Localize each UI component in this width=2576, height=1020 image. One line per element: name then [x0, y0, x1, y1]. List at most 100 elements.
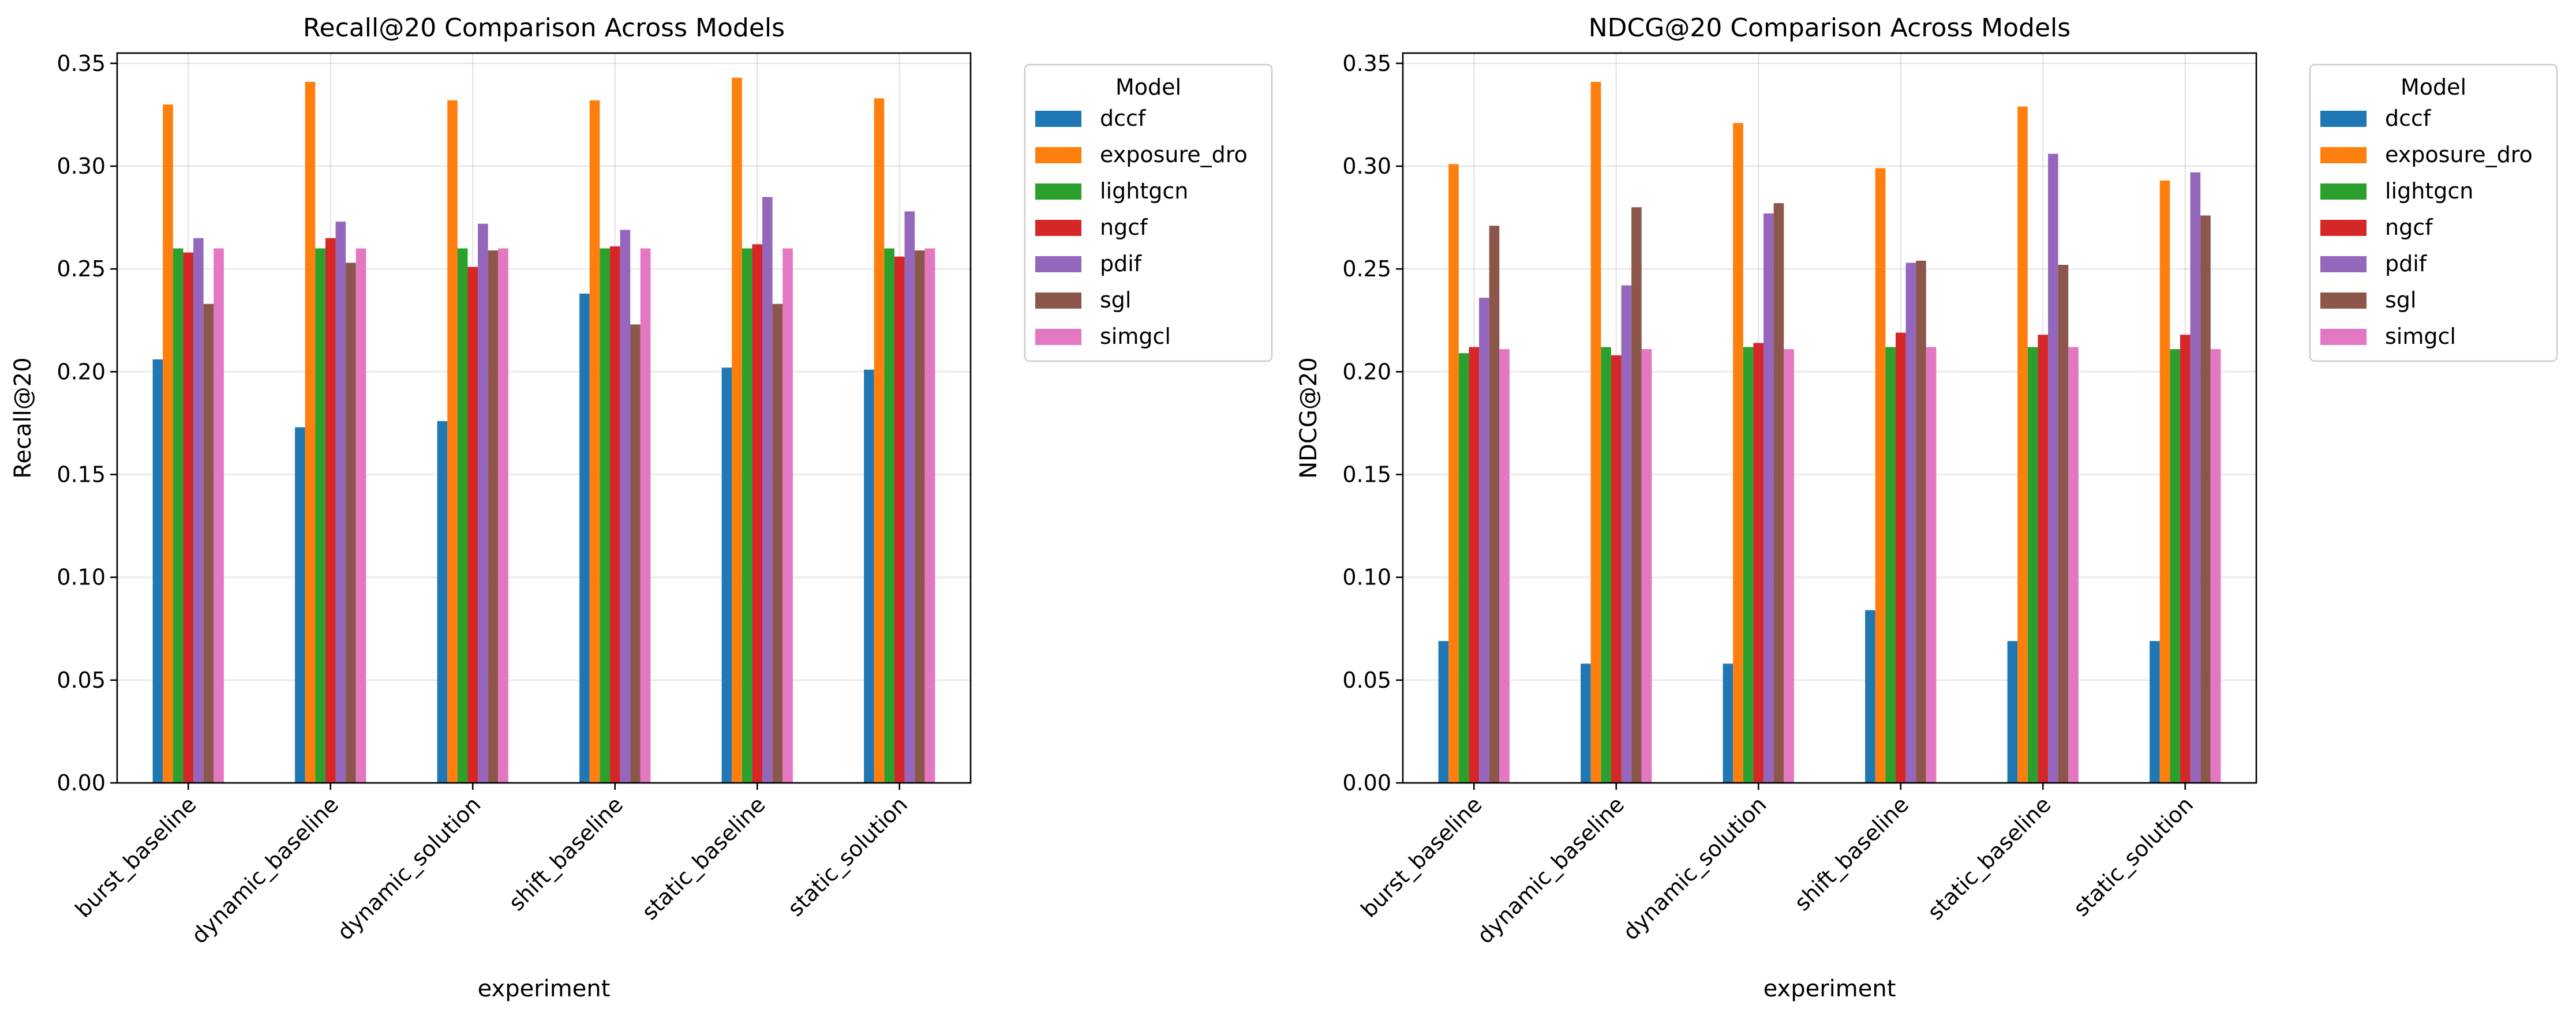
plot-frame — [116, 52, 972, 784]
bar-simgcl-burst_baseline — [1499, 349, 1510, 783]
legend-label-simgcl: simgcl — [2385, 324, 2456, 349]
legend-label-pdif: pdif — [1100, 251, 1143, 276]
x-tick-label: static_baseline — [637, 792, 770, 925]
bar-pdif-burst_baseline — [193, 238, 204, 783]
bar-simgcl-dynamic_solution — [1784, 349, 1794, 783]
bar-exposure_dro-static_baseline — [2017, 106, 2028, 783]
x-axis-label: experiment — [478, 976, 611, 1002]
legend-label-exposure_dro: exposure_dro — [1100, 142, 1248, 167]
legend-swatch-dccf — [2320, 111, 2367, 127]
bar-exposure_dro-dynamic_solution — [447, 100, 458, 783]
bar-ngcf-burst_baseline — [1469, 347, 1480, 783]
bar-dccf-static_solution — [864, 369, 874, 783]
legend-frame — [1024, 63, 1273, 362]
bar-sgl-static_solution — [915, 250, 925, 783]
bar-lightgcn-static_solution — [884, 248, 894, 783]
x-tick-label: burst_baseline — [1356, 792, 1487, 922]
bar-dccf-static_baseline — [721, 367, 732, 783]
chart-title: Recall@20 Comparison Across Models — [303, 13, 785, 43]
bar-dccf-static_baseline — [2007, 641, 2018, 783]
legend-swatch-simgcl — [2320, 329, 2367, 345]
x-tick-label: static_solution — [2068, 792, 2198, 921]
bar-sgl-dynamic_baseline — [346, 262, 356, 783]
bar-exposure_dro-dynamic_baseline — [305, 81, 316, 783]
legend-label-lightgcn: lightgcn — [1100, 178, 1188, 204]
legend-label-lightgcn: lightgcn — [2385, 178, 2473, 204]
bar-lightgcn-shift_baseline — [1885, 347, 1896, 783]
bar-simgcl-static_solution — [924, 248, 935, 783]
legend-swatch-ngcf — [1035, 220, 1081, 236]
x-tick-label: dynamic_baseline — [1472, 792, 1629, 948]
legend-label-dccf: dccf — [2385, 106, 2432, 131]
y-tick-label: 0.30 — [1342, 153, 1391, 179]
x-tick-label: dynamic_solution — [332, 792, 486, 945]
legend-swatch-ngcf — [2320, 220, 2367, 236]
chart-title: NDCG@20 Comparison Across Models — [1589, 13, 2070, 43]
bar-ngcf-burst_baseline — [183, 252, 194, 783]
bar-sgl-dynamic_solution — [1773, 203, 1784, 783]
legend-label-exposure_dro: exposure_dro — [2385, 142, 2533, 167]
bar-pdif-static_solution — [2190, 172, 2201, 783]
bar-dccf-burst_baseline — [1438, 641, 1449, 783]
bar-dccf-dynamic_solution — [1723, 663, 1733, 783]
bar-lightgcn-dynamic_solution — [457, 248, 468, 783]
legend-swatch-sgl — [2320, 292, 2367, 309]
legend-title: Model — [2401, 74, 2466, 100]
legend-label-dccf: dccf — [1100, 106, 1147, 131]
plot-frame — [1402, 52, 2257, 784]
bar-sgl-shift_baseline — [630, 324, 641, 783]
bar-simgcl-static_baseline — [782, 248, 793, 783]
legend-swatch-simgcl — [1035, 329, 1081, 345]
legend-swatch-dccf — [1035, 111, 1081, 127]
bar-ngcf-dynamic_solution — [1753, 343, 1764, 783]
bar-lightgcn-burst_baseline — [1458, 353, 1469, 783]
bar-exposure_dro-static_baseline — [732, 77, 742, 783]
bar-ngcf-dynamic_baseline — [1611, 355, 1622, 783]
legend-label-simgcl: simgcl — [1100, 324, 1171, 349]
y-tick-label: 0.05 — [1342, 667, 1391, 693]
legend-swatch-pdif — [2320, 256, 2367, 272]
legend-label-ngcf: ngcf — [2385, 215, 2433, 240]
bar-lightgcn-static_baseline — [2027, 347, 2038, 783]
bar-sgl-static_baseline — [772, 303, 783, 783]
legend-label-sgl: sgl — [1100, 287, 1131, 313]
y-tick-label: 0.25 — [57, 256, 106, 282]
bar-pdif-dynamic_baseline — [335, 222, 346, 783]
bar-sgl-static_solution — [2200, 215, 2211, 783]
bar-simgcl-dynamic_baseline — [355, 248, 366, 783]
bar-ngcf-static_solution — [2180, 335, 2191, 783]
bar-exposure_dro-shift_baseline — [1875, 168, 1886, 783]
recall-chart: 0.00 0.05 0.10 0.15 0.20 0.25 0.30 0.35 burst_ba… — [10, 13, 1273, 1002]
bar-pdif-static_baseline — [762, 197, 773, 783]
bar-exposure_dro-shift_baseline — [589, 100, 600, 783]
x-tick-label: burst_baseline — [70, 792, 201, 922]
y-tick-label: 0.35 — [57, 51, 106, 76]
y-tick-label: 0.05 — [57, 667, 106, 693]
legend-swatch-lightgcn — [2320, 183, 2367, 200]
y-tick-label: 0.30 — [57, 153, 106, 179]
bar-exposure_dro-burst_baseline — [1448, 164, 1459, 783]
legend-label-sgl: sgl — [2385, 287, 2416, 313]
x-tick-label: shift_baseline — [1789, 792, 1914, 916]
legend-swatch-exposure_dro — [1035, 147, 1081, 163]
bar-sgl-dynamic_baseline — [1631, 207, 1642, 783]
legend-swatch-pdif — [1035, 256, 1081, 272]
bar-simgcl-static_baseline — [2068, 347, 2079, 783]
bar-lightgcn-burst_baseline — [173, 248, 184, 783]
y-tick-label: 0.10 — [57, 565, 106, 590]
bar-exposure_dro-static_solution — [2159, 180, 2170, 783]
y-tick-label: 0.20 — [1342, 359, 1391, 384]
legend-swatch-exposure_dro — [2320, 147, 2367, 163]
bar-exposure_dro-dynamic_baseline — [1590, 81, 1601, 783]
bar-dccf-shift_baseline — [1865, 610, 1875, 783]
bar-dccf-shift_baseline — [579, 293, 590, 783]
bar-exposure_dro-static_solution — [874, 98, 885, 783]
bar-lightgcn-dynamic_baseline — [315, 248, 325, 783]
bar-sgl-shift_baseline — [1916, 260, 1926, 783]
bar-dccf-dynamic_baseline — [1581, 663, 1591, 783]
bar-sgl-burst_baseline — [203, 303, 214, 783]
bar-pdif-dynamic_solution — [1763, 213, 1774, 783]
bar-exposure_dro-burst_baseline — [163, 104, 173, 783]
bar-pdif-static_baseline — [2048, 153, 2058, 783]
bar-pdif-dynamic_solution — [478, 223, 488, 783]
